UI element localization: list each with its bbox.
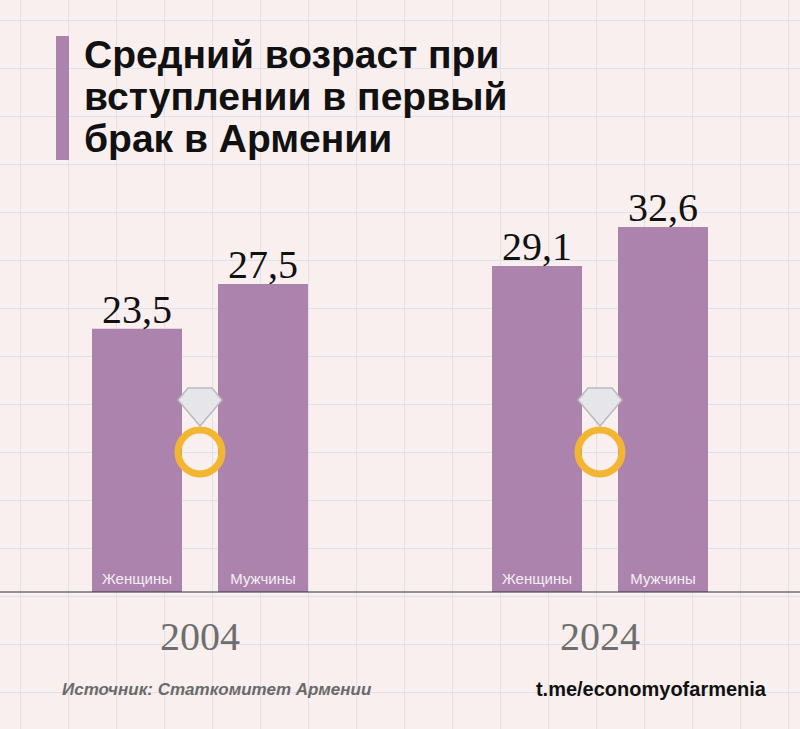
svg-text:Женщины: Женщины [502,570,572,587]
svg-text:Мужчины: Мужчины [630,570,695,587]
svg-text:32,6: 32,6 [628,185,698,230]
svg-text:23,5: 23,5 [102,287,172,332]
svg-text:2004: 2004 [160,614,240,659]
svg-text:29,1: 29,1 [502,224,572,269]
svg-text:Мужчины: Мужчины [230,570,295,587]
html-text:t.me/economyofarmenia: t.me/economyofarmenia [535,678,766,700]
svg-text:2024: 2024 [560,614,640,659]
html-text:Источник: Статкомитет Армении: Источник: Статкомитет Армении [62,680,372,699]
svg-text:27,5: 27,5 [228,242,298,287]
html-text:Средний возраст при вступлении: Средний возраст при вступлении в первый … [84,33,508,160]
svg-text:Женщины: Женщины [102,570,172,587]
